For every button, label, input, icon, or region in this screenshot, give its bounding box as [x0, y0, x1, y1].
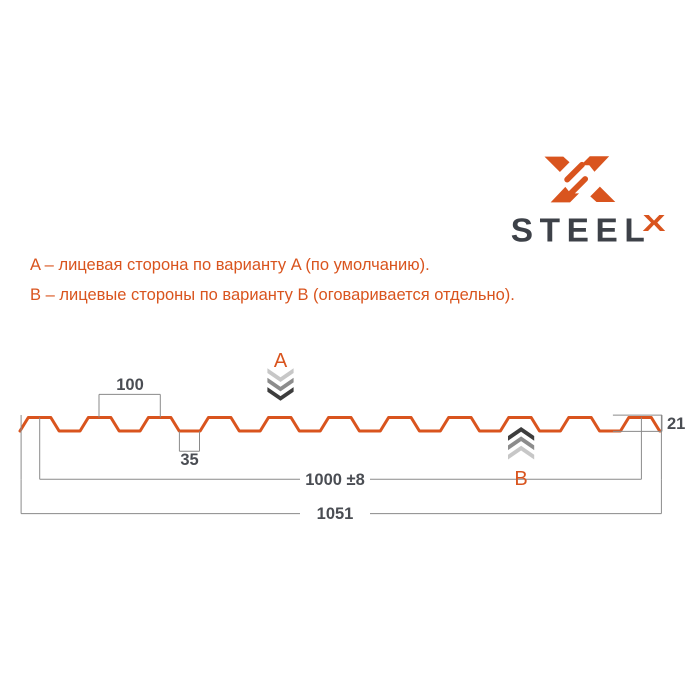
svg-text:1000 ±8: 1000 ±8	[305, 471, 365, 489]
svg-text:35: 35	[180, 451, 198, 469]
svg-text:100: 100	[116, 376, 144, 394]
svg-text:B: B	[514, 468, 527, 490]
svg-text:1051: 1051	[317, 505, 354, 523]
svg-text:21: 21	[667, 415, 685, 433]
svg-text:A: A	[274, 350, 288, 372]
